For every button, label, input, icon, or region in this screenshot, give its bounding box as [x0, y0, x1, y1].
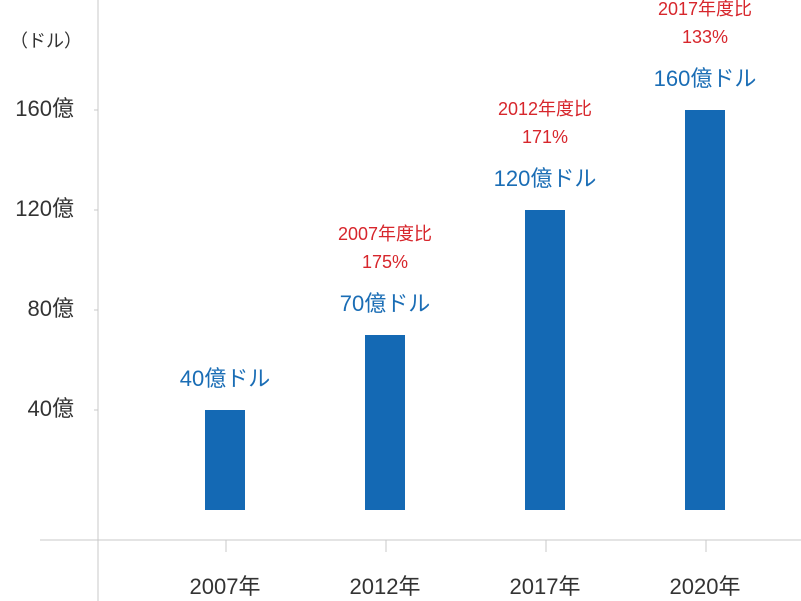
x-tick-label: 2007年 [190, 574, 261, 599]
y-axis-label: （ドル） [10, 31, 82, 51]
value-label: 160億ドル [654, 66, 757, 91]
value-label: 40億ドル [180, 366, 270, 391]
growth-label: 2007年度比 [338, 224, 432, 244]
bar [685, 110, 725, 510]
y-tick-label: 80億 [28, 296, 74, 321]
y-tick-label: 120億 [15, 196, 74, 221]
growth-label: 2012年度比 [498, 99, 592, 119]
bar [525, 210, 565, 510]
value-label: 70億ドル [340, 291, 430, 316]
x-tick-label: 2012年 [350, 574, 421, 599]
growth-label: 175% [362, 252, 408, 272]
y-tick-label: 40億 [28, 396, 74, 421]
bar [365, 335, 405, 510]
growth-label: 171% [522, 127, 568, 147]
growth-label: 133% [682, 27, 728, 47]
bar [205, 410, 245, 510]
x-tick-label: 2017年 [510, 574, 581, 599]
x-tick-label: 2020年 [670, 574, 741, 599]
value-label: 120億ドル [494, 166, 597, 191]
y-tick-label: 160億 [15, 96, 74, 121]
growth-label: 2017年度比 [658, 0, 752, 19]
